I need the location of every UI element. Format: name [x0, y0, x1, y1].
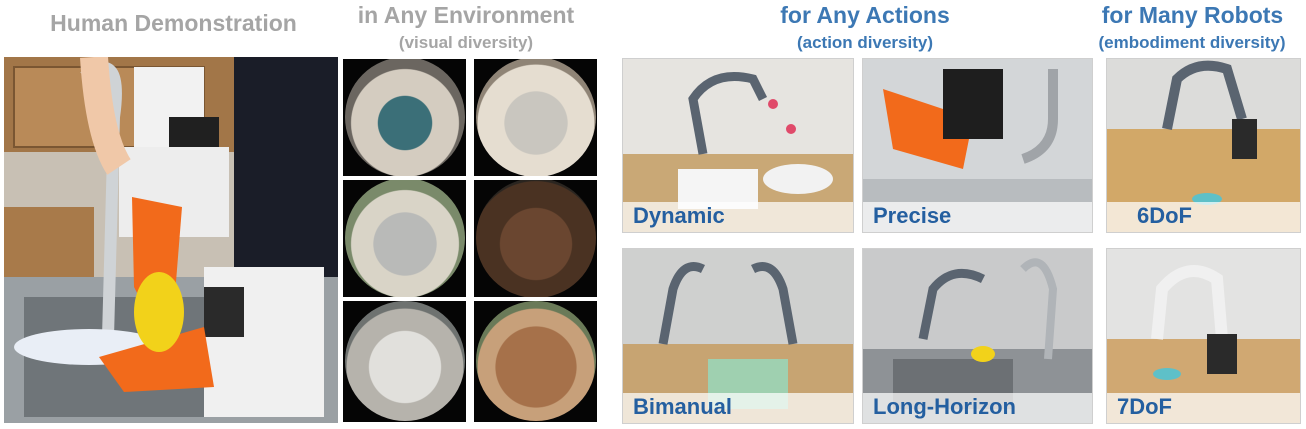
subheader-embodiment-diversity: (embodiment diversity) [1098, 33, 1286, 52]
environment-thumbnail-2 [474, 59, 597, 176]
action-panel-bimanual: Bimanual [622, 248, 854, 424]
environment-thumbnail-3 [343, 180, 466, 297]
header-many-robots: for Many Robots [1101, 2, 1284, 28]
human-demonstration-photo [4, 57, 338, 423]
robot-panel-7dof: 7DoF [1106, 248, 1301, 424]
subheader-visual-diversity: (visual diversity) [398, 33, 534, 52]
caption-6dof: 6DoF [1137, 203, 1192, 228]
subheader-action-diversity: (action diversity) [796, 33, 934, 52]
caption-7dof: 7DoF [1117, 394, 1172, 419]
header-any-actions: for Any Actions [780, 2, 950, 28]
caption-long-horizon: Long-Horizon [873, 394, 1016, 419]
header-any-environment: in Any Environment [357, 2, 575, 28]
action-panel-long-horizon: Long-Horizon [862, 248, 1093, 424]
environment-thumbnail-4 [474, 180, 597, 297]
header-human-demonstration: Human Demonstration [50, 10, 297, 36]
robot-panel-6dof: 6DoF [1106, 58, 1301, 233]
action-panel-precise: Precise [862, 58, 1093, 233]
caption-bimanual: Bimanual [633, 394, 733, 419]
action-panel-dynamic: Dynamic [622, 58, 854, 233]
caption-dynamic: Dynamic [633, 203, 725, 228]
environment-thumbnail-5 [343, 301, 466, 422]
caption-precise: Precise [873, 203, 952, 228]
environment-thumbnail-6 [474, 301, 597, 422]
environment-thumbnail-1 [343, 59, 466, 176]
